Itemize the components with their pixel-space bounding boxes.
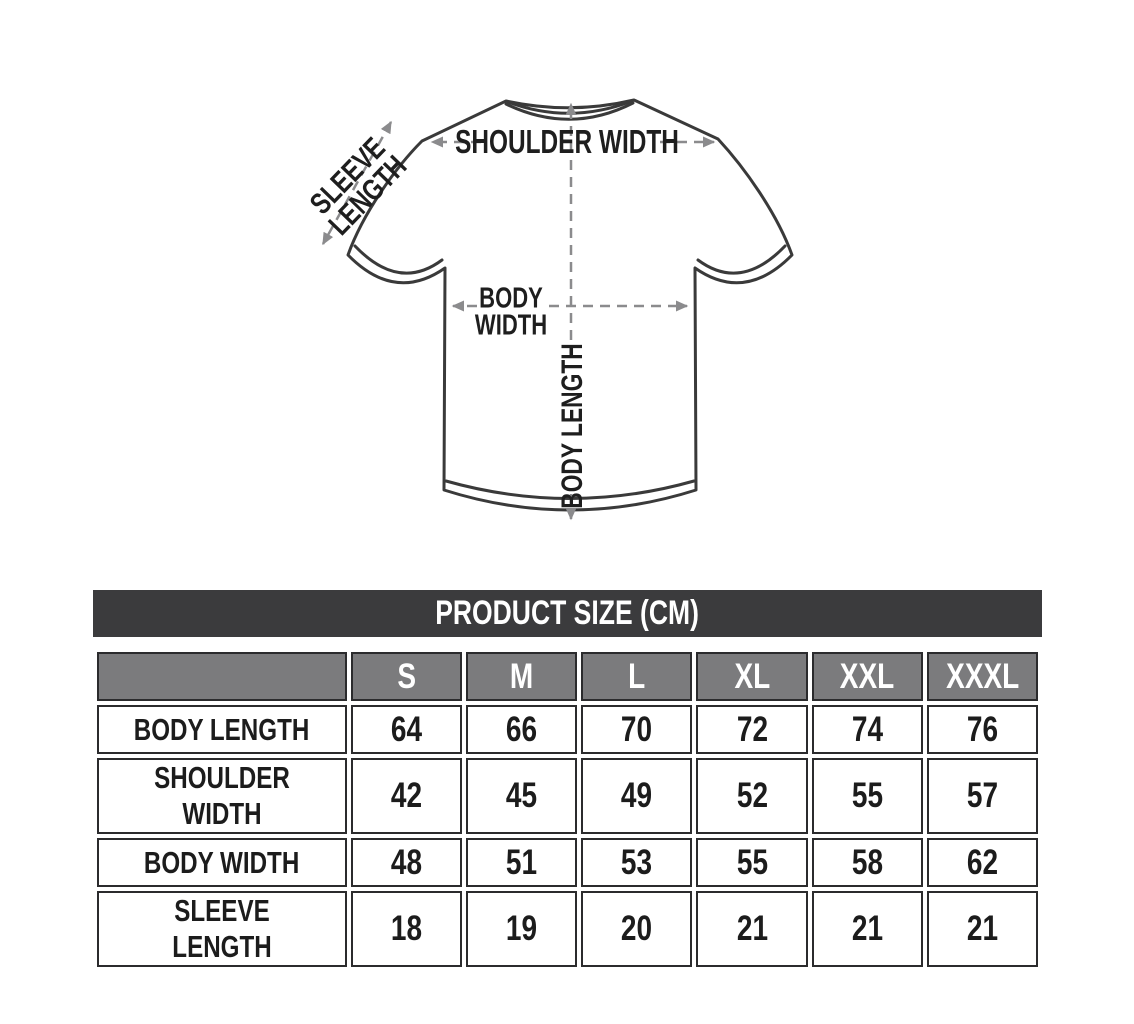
left-cuff-line [353,244,444,275]
size-table: S M L XL XXL XXXL BODY LENGTH 64 66 70 7… [93,648,1042,971]
size-value-cell: 42 [351,758,463,834]
size-header-l: L [581,652,693,701]
size-value-cell: 52 [696,758,808,834]
table-title: PRODUCT SIZE (CM) [435,594,700,632]
sleeve-length-line [321,120,393,246]
size-value-cell: 55 [811,758,923,834]
size-header-xxl: XXL [811,652,923,701]
size-value-cell: 19 [466,891,578,967]
row-label: BODY WIDTH [97,838,347,887]
size-value-cell: 53 [581,838,693,887]
body-width-label: BODY WIDTH [474,282,548,341]
row-label: SLEEVE LENGTH [97,891,347,967]
size-value-cell: 57 [926,758,1038,834]
row-label: BODY LENGTH [97,705,347,754]
size-value-cell: 64 [351,705,463,754]
row-label: SHOULDER WIDTH [97,758,347,834]
size-value-cell: 72 [696,705,808,754]
size-value-cell: 66 [466,705,578,754]
size-value-cell: 18 [351,891,463,967]
product-size-section: PRODUCT SIZE (CM) S M L XL XXL XXXL BODY… [93,590,1042,971]
table-row-sleeve-length: SLEEVE LENGTH 18 19 20 21 21 21 [97,891,1038,967]
tshirt-svg [321,98,794,521]
size-value-cell: 76 [926,705,1038,754]
size-value-cell: 70 [581,705,693,754]
table-row-shoulder-width: SHOULDER WIDTH 42 45 49 52 55 57 [97,758,1038,834]
size-value-cell: 49 [581,758,693,834]
size-header-m: M [466,652,578,701]
size-value-cell: 20 [581,891,693,967]
size-value-cell: 48 [351,838,463,887]
size-header-empty-cell [97,652,347,701]
table-row-body-width: BODY WIDTH 48 51 53 55 58 62 [97,838,1038,887]
table-title-bar: PRODUCT SIZE (CM) [93,590,1042,637]
size-header-row: S M L XL XXL XXXL [97,652,1038,701]
collar-outer-line [504,101,635,121]
size-value-cell: 21 [696,891,808,967]
size-value-cell: 74 [811,705,923,754]
size-value-cell: 55 [696,838,808,887]
shoulder-width-label: SHOULDER WIDTH [455,122,679,160]
size-header-s: S [351,652,463,701]
size-value-cell: 62 [926,838,1038,887]
size-value-cell: 45 [466,758,578,834]
size-header-xxxl: XXXL [926,652,1038,701]
size-value-cell: 21 [926,891,1038,967]
tshirt-measurement-diagram: SLEEVE LENGTH SHOULDER WIDTH BODY WIDTH … [304,98,794,521]
table-row-body-length: BODY LENGTH 64 66 70 72 74 76 [97,705,1038,754]
size-value-cell: 51 [466,838,578,887]
size-value-cell: 21 [811,891,923,967]
size-header-xl: XL [696,652,808,701]
body-length-label: BODY LENGTH [556,343,590,509]
right-cuff-line [696,244,787,275]
size-value-cell: 58 [811,838,923,887]
